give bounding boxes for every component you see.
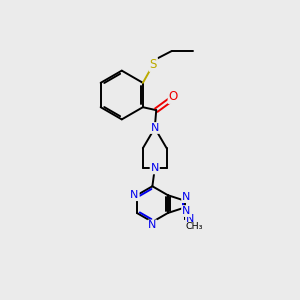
Text: N: N bbox=[130, 190, 139, 200]
Text: CH₃: CH₃ bbox=[185, 222, 203, 231]
Text: O: O bbox=[169, 90, 178, 103]
Text: N: N bbox=[151, 164, 159, 173]
Text: N: N bbox=[186, 214, 194, 224]
Text: N: N bbox=[182, 206, 190, 216]
Text: S: S bbox=[150, 58, 157, 71]
Text: N: N bbox=[182, 192, 190, 202]
Text: N: N bbox=[151, 123, 159, 133]
Text: N: N bbox=[148, 220, 157, 230]
